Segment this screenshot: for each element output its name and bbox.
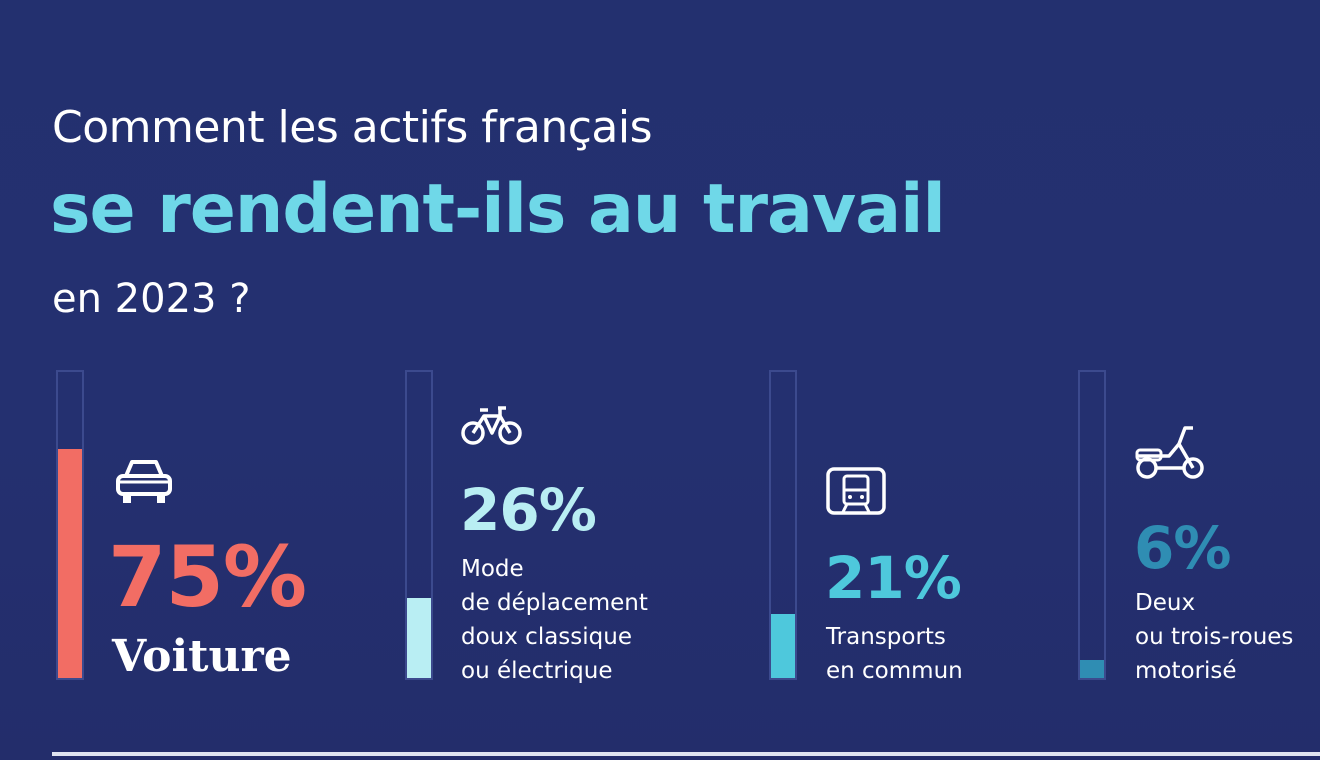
value-label-moto: 6% <box>1134 514 1231 582</box>
title-line-3: en 2023 ? <box>52 276 251 322</box>
value-label-transit: 21% <box>825 544 962 612</box>
label-bike-line-2: de déplacement <box>461 590 648 616</box>
divider-line <box>52 752 1320 756</box>
label-moto-line-2: ou trois-roues <box>1135 624 1294 650</box>
title-line-1: Comment les actifs français <box>52 102 653 153</box>
label-bike-line-4: ou électrique <box>461 658 613 684</box>
value-label-bike: 26% <box>460 476 597 544</box>
value-label-car: 75% <box>108 528 307 626</box>
train-icon <box>825 466 887 520</box>
bar-bike <box>405 370 433 680</box>
bar-fill-car <box>58 448 82 678</box>
car-icon <box>112 454 176 512</box>
bar-fill-transit <box>771 613 795 678</box>
label-moto-line-3: motorisé <box>1135 658 1237 684</box>
bar-fill-bike <box>407 598 431 678</box>
label-moto-line-1: Deux <box>1135 590 1196 616</box>
bicycle-icon <box>460 402 524 452</box>
bar-transit <box>769 370 797 680</box>
bar-moto <box>1078 370 1106 680</box>
label-car: Voiture <box>112 631 292 682</box>
label-transit-line-1: Transports <box>826 624 946 650</box>
label-transit-line-2: en commun <box>826 658 963 684</box>
bar-car <box>56 370 84 680</box>
title-line-2: se rendent-ils au travail <box>50 170 946 249</box>
bar-fill-moto <box>1080 659 1104 678</box>
scooter-icon <box>1133 422 1207 486</box>
label-bike-line-1: Mode <box>461 556 524 582</box>
label-bike-line-3: doux classique <box>461 624 632 650</box>
